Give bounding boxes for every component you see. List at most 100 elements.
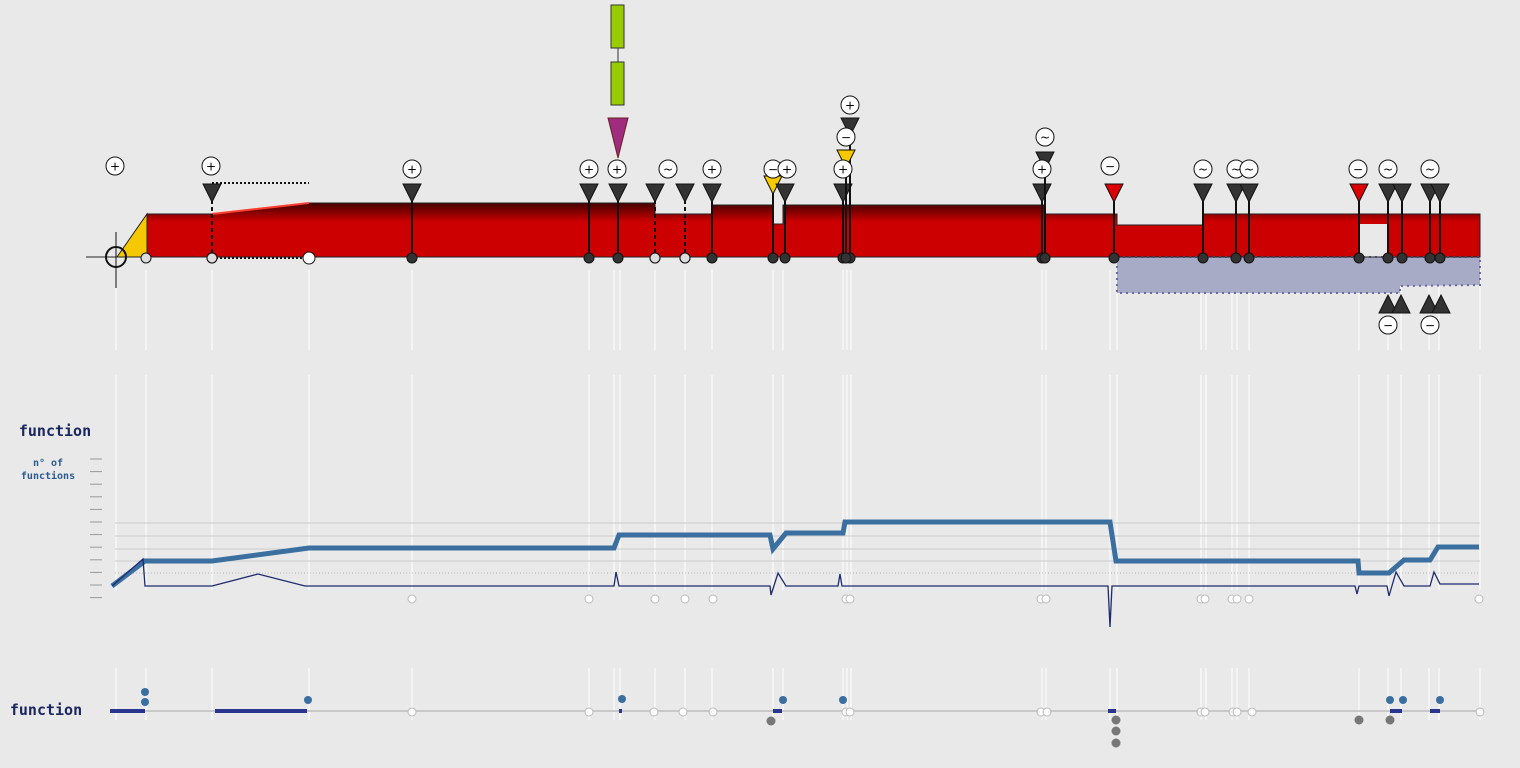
symbol: +	[110, 160, 120, 174]
symbol-ring	[105, 156, 125, 176]
symbol-ring	[658, 159, 678, 179]
open-dot	[1247, 707, 1257, 717]
pin-foot	[583, 252, 595, 264]
stream-band	[146, 202, 1481, 258]
symbol-ring	[607, 159, 627, 179]
symbol: ~	[663, 163, 673, 177]
symbol-ring	[1420, 315, 1440, 335]
pin-head	[1193, 183, 1213, 204]
event-dot	[1041, 594, 1051, 604]
pin-head-up	[1419, 293, 1439, 314]
pins	[140, 117, 1451, 314]
symbol: −	[1425, 319, 1435, 333]
event-dot	[584, 594, 594, 604]
event-dot	[708, 594, 718, 604]
symbol: ~	[1383, 163, 1393, 177]
axis-label: n° of functions	[21, 458, 75, 482]
span	[110, 709, 145, 713]
blue-dot	[618, 695, 626, 703]
axis-ticks	[90, 458, 1480, 599]
lower-area	[1116, 256, 1481, 294]
symbol-ring	[1035, 127, 1055, 147]
span	[1430, 709, 1440, 713]
count-line	[110, 519, 1479, 588]
pin-foot	[1230, 252, 1242, 264]
pin-head	[579, 183, 599, 204]
open-dot	[708, 707, 718, 717]
span	[1390, 709, 1402, 713]
blue-dot	[1399, 696, 1407, 704]
span	[773, 709, 782, 713]
symbol: +	[707, 163, 717, 177]
event-dot	[845, 594, 855, 604]
symbol: +	[206, 160, 216, 174]
symbol-ring	[777, 159, 797, 179]
open-dot	[1232, 707, 1242, 717]
open-foot	[649, 252, 661, 264]
bottom-marks	[110, 688, 1485, 748]
event-dot	[680, 594, 690, 604]
symbol-ring	[1420, 159, 1440, 179]
blue-dot	[839, 696, 847, 704]
pin-head	[1392, 183, 1412, 204]
blue-dot	[1436, 696, 1444, 704]
pin-foot	[1243, 252, 1255, 264]
open-dot	[1475, 707, 1485, 717]
symbol: +	[1037, 163, 1047, 177]
symbols: + + + + + ~ + − + ++−+~− ~ ~ ~ − ~ ~− −	[105, 95, 1440, 335]
pin-head	[1378, 183, 1398, 204]
blue-dot	[304, 696, 312, 704]
pin-foot	[1039, 252, 1051, 264]
symbol-ring	[1193, 159, 1213, 179]
gray-dot	[766, 716, 776, 726]
symbol: −	[1105, 160, 1115, 174]
pin-foot	[840, 252, 852, 264]
blue-dot	[1386, 696, 1394, 704]
pin-foot	[1396, 252, 1408, 264]
gray-dot	[1111, 738, 1121, 748]
open-dot	[1200, 707, 1210, 717]
guide-lines	[115, 270, 1481, 720]
symbol-ring	[579, 159, 599, 179]
symbol: −	[1383, 319, 1393, 333]
span	[1108, 709, 1116, 713]
start-wedge	[116, 212, 148, 258]
pin-head	[202, 183, 222, 204]
purple-marker	[607, 117, 629, 159]
span	[215, 709, 307, 713]
ramp-line	[211, 202, 310, 215]
pin-head	[675, 183, 695, 204]
symbol: −	[841, 131, 851, 145]
symbol-ring	[1239, 159, 1259, 179]
symbol-ring	[840, 95, 860, 115]
pin-head	[1349, 183, 1369, 204]
open-dot	[584, 707, 594, 717]
symbol: +	[612, 163, 622, 177]
pin-head-up	[1378, 293, 1398, 314]
pin-head	[836, 149, 856, 170]
open-dot	[649, 707, 659, 717]
symbol: +	[838, 163, 848, 177]
green-block	[610, 61, 625, 106]
pin-foot	[1353, 252, 1365, 264]
pin-head	[402, 183, 422, 204]
symbol-ring	[1348, 159, 1368, 179]
symbol-ring	[833, 159, 853, 179]
gray-dot	[1111, 726, 1121, 736]
pin-foot	[1197, 252, 1209, 264]
pin-head	[1104, 183, 1124, 204]
green-block	[610, 4, 625, 49]
event-dot	[1474, 594, 1484, 604]
symbol: ~	[1231, 163, 1241, 177]
pin-head	[1430, 183, 1450, 204]
symbol: −	[1353, 163, 1363, 177]
pin-head	[608, 183, 628, 204]
panel-title: function	[10, 701, 82, 719]
pin-foot	[1108, 252, 1120, 264]
event-dots	[407, 594, 1484, 604]
event-dot	[1200, 594, 1210, 604]
event-dot	[1232, 594, 1242, 604]
pin-head	[1032, 183, 1052, 204]
open-foot	[140, 252, 152, 264]
